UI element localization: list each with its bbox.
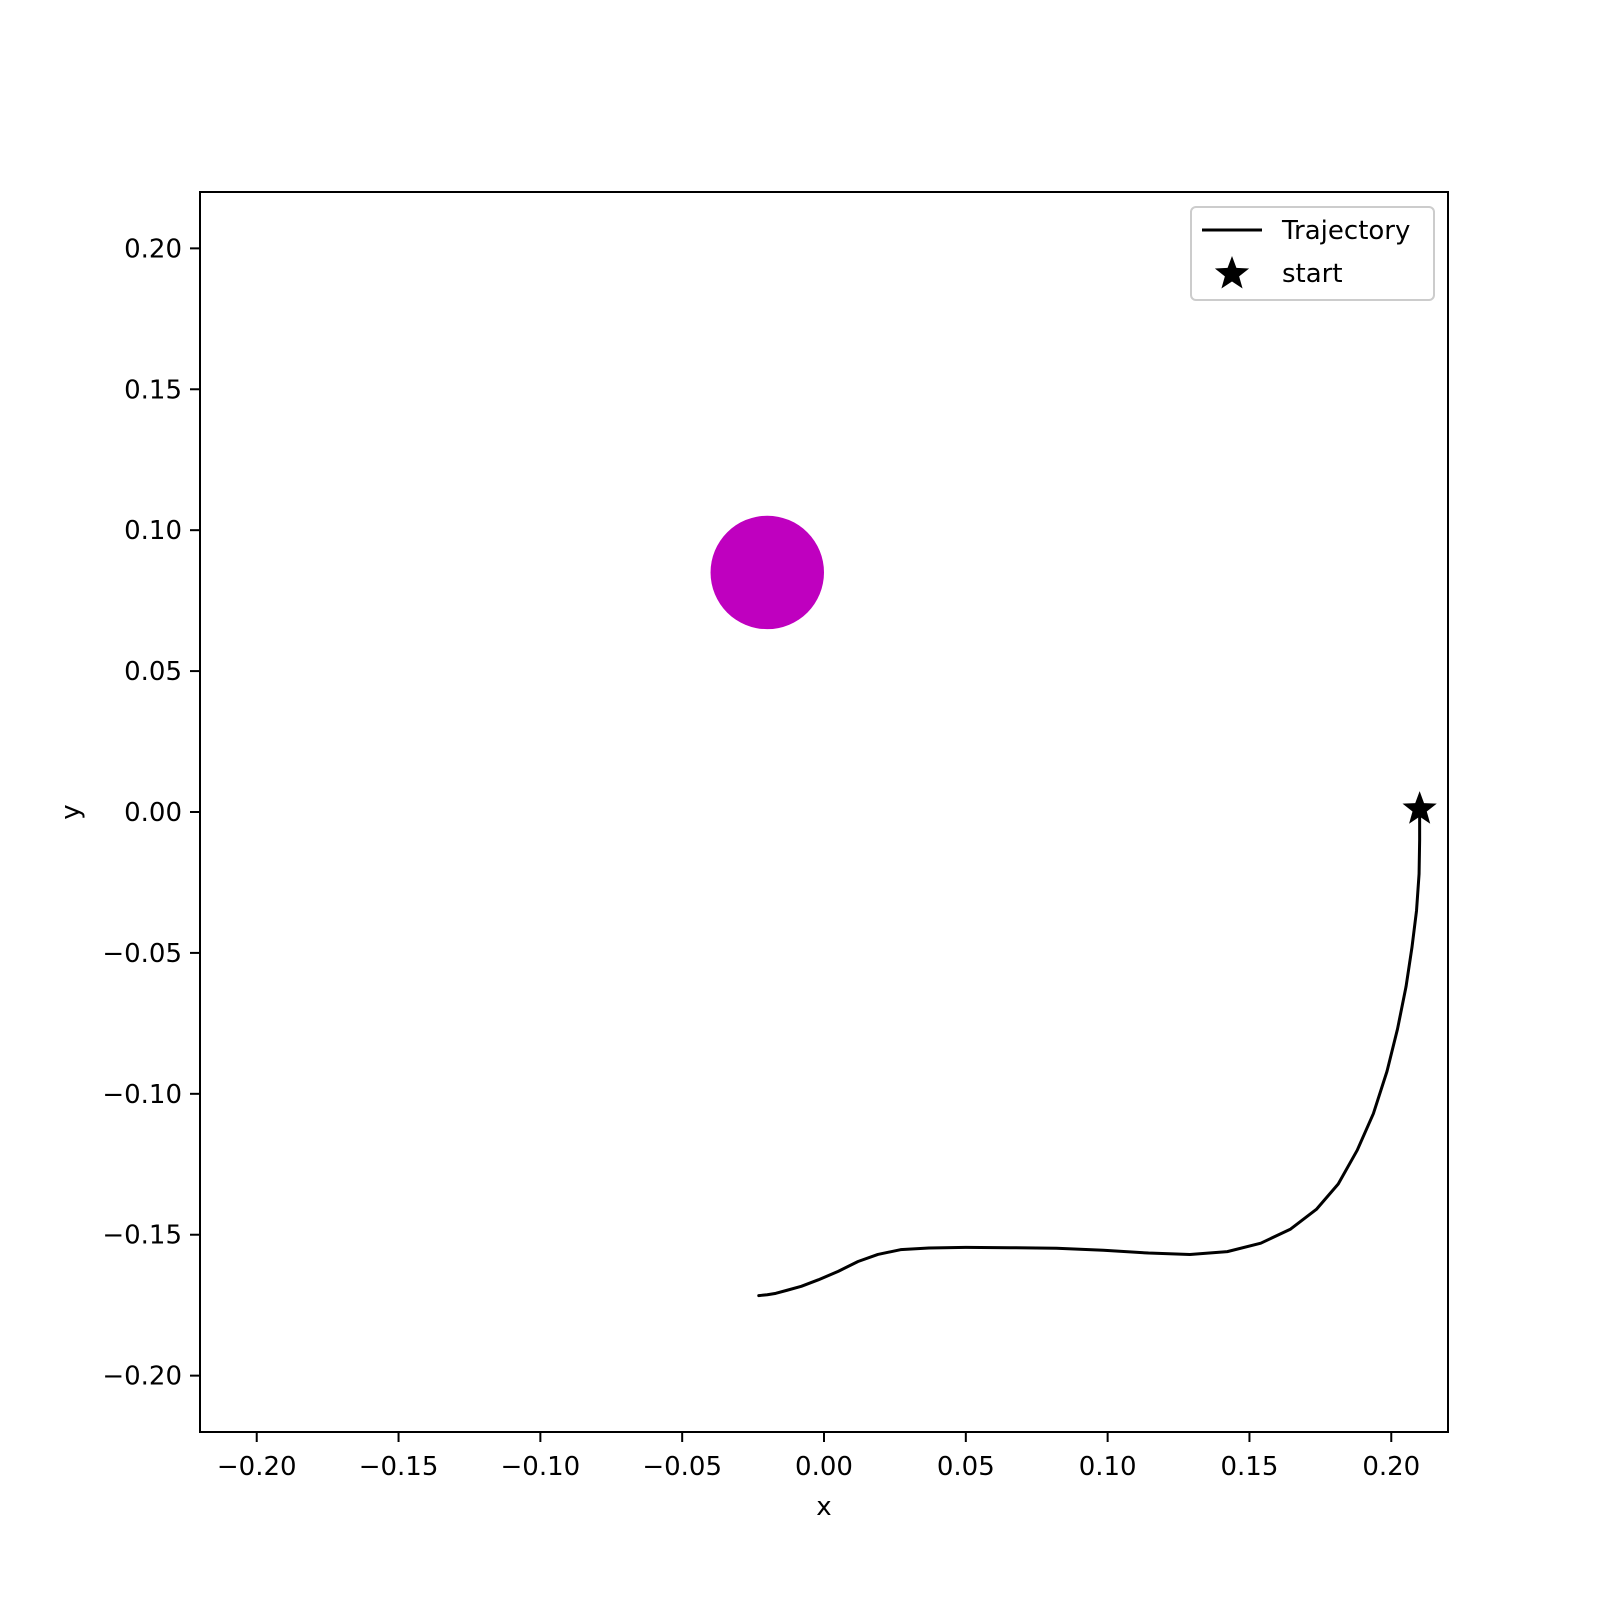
x-tick-label: −0.10 bbox=[501, 1452, 581, 1482]
x-tick-label: 0.15 bbox=[1221, 1452, 1279, 1482]
markers-layer bbox=[1402, 791, 1437, 824]
x-tick-label: −0.15 bbox=[359, 1452, 439, 1482]
y-tick-label: 0.20 bbox=[124, 234, 182, 264]
trajectory-line bbox=[757, 810, 1422, 1298]
y-axis-ticks: 0.20 0.15 0.10 0.05 0.00 −0.05 −0.10 −0.15 −0.20 bbox=[102, 234, 200, 1392]
y-tick-label: 0.00 bbox=[124, 798, 182, 828]
x-tick-label: 0.10 bbox=[1079, 1452, 1137, 1482]
x-tick-label: 0.00 bbox=[795, 1452, 853, 1482]
y-tick-label: −0.10 bbox=[102, 1080, 182, 1110]
legend-trajectory-label: Trajectory bbox=[1281, 216, 1410, 246]
series-layer bbox=[757, 810, 1422, 1298]
y-tick-label: 0.10 bbox=[124, 516, 182, 546]
x-tick-label: 0.20 bbox=[1362, 1452, 1420, 1482]
plot-area bbox=[200, 192, 1448, 1432]
x-axis-label: x bbox=[816, 1492, 831, 1522]
legend: Trajectory start bbox=[1190, 206, 1435, 301]
legend-start-label: start bbox=[1282, 259, 1343, 289]
y-tick-label: −0.20 bbox=[102, 1362, 182, 1392]
y-axis-label: y bbox=[56, 804, 86, 819]
obstacles-layer bbox=[710, 515, 824, 630]
obstacle-circle bbox=[710, 515, 824, 630]
y-tick-label: −0.15 bbox=[102, 1221, 182, 1251]
start-marker-star bbox=[1402, 791, 1437, 824]
y-tick-label: 0.05 bbox=[124, 657, 182, 687]
x-tick-label: 0.05 bbox=[937, 1452, 995, 1482]
y-tick-label: 0.15 bbox=[124, 375, 182, 405]
x-tick-label: −0.05 bbox=[642, 1452, 722, 1482]
legend-start-star-icon bbox=[1214, 256, 1250, 289]
x-axis-ticks: −0.20 −0.15 −0.10 −0.05 0.00 0.05 0.10 0.15 0.20 bbox=[217, 1432, 1420, 1482]
y-tick-label: −0.05 bbox=[102, 939, 182, 969]
x-tick-label: −0.20 bbox=[217, 1452, 297, 1482]
